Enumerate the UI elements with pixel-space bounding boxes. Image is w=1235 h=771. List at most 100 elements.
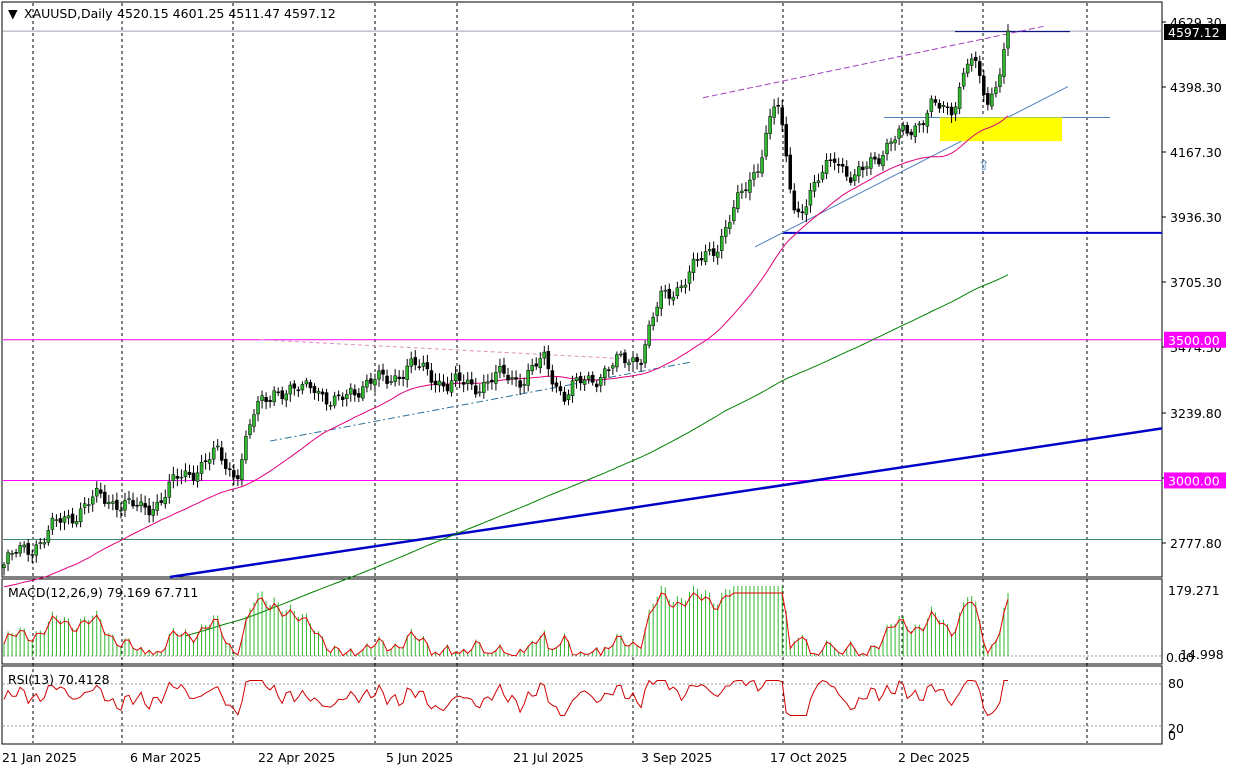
up-arrow-icon: ⇧ [978,158,990,174]
candle-body-190 [768,116,772,134]
candle-body-184 [744,189,748,192]
candle-body-195 [788,154,793,190]
candle-body-62 [252,414,256,427]
candle-body-206 [832,158,837,163]
candle-body-162 [655,306,659,316]
candle-body-125 [506,374,510,381]
rsi-tick-0: 0 [1168,728,1176,743]
candle-body-104 [421,362,426,367]
candle-body-151 [611,365,615,369]
candle-body-84 [340,396,345,401]
candle-body-41 [167,481,172,498]
candle-body-96 [389,381,393,383]
candle-body-185 [748,179,752,193]
candle-body-240 [969,58,974,66]
candle-body-36 [147,505,151,516]
candle-body-97 [393,375,397,382]
candle-body-21 [86,504,91,506]
moving-averages [3,115,1009,637]
header-triangle-icon[interactable]: ▼ [8,6,18,21]
candle-body-99 [401,376,405,379]
level-label-bg-1 [1164,472,1226,489]
candle-body-224 [905,124,909,134]
candle-body-123 [498,365,502,373]
candle-body-216 [873,156,877,160]
candle-body-80 [324,392,329,405]
candle-body-222 [897,128,901,139]
x-tick-label-2: 22 Apr 2025 [258,750,335,765]
candle-body-40 [163,497,168,505]
ohlc-label: 4520.15 4601.25 4511.47 4597.12 [117,6,336,21]
candle-body-86 [349,387,353,395]
candle-body-215 [869,157,873,169]
candle-body-117 [474,385,478,395]
candle-body-126 [510,377,514,380]
candle-body-188 [760,157,764,174]
candle-body-143 [578,376,583,384]
candle-body-42 [171,474,176,482]
candle-body-64 [260,395,264,401]
candle-body-102 [413,357,418,366]
highlight-zone [940,117,1062,142]
candle-body-132 [534,363,538,367]
candle-body-94 [381,369,385,375]
candle-body-179 [724,227,728,237]
candle-body-120 [486,381,490,384]
candle-body-3 [14,552,18,554]
x-tick-label-0: 21 Jan 2025 [2,750,77,765]
x-tick-label-7: 2 Dec 2025 [898,750,970,765]
candle-body-164 [663,289,668,292]
candle-body-6 [26,543,30,555]
candle-body-63 [256,401,260,415]
candle-body-213 [861,166,865,171]
candle-body-4 [18,545,22,554]
candle-body-219 [885,142,889,155]
candle-body-73 [296,389,301,392]
candle-body-71 [288,384,293,395]
candle-body-146 [590,374,595,383]
candle-body-101 [409,358,413,367]
candle-body-249 [1006,30,1010,49]
candle-body-230 [929,98,934,112]
candle-body-157 [635,357,639,362]
candle-body-133 [538,358,543,369]
candle-body-82 [332,395,337,406]
y-tick-label-6: 3239.80 [1170,406,1222,421]
candle-body-218 [881,155,885,166]
candle-body-229 [925,112,930,127]
candle-body-95 [385,375,389,384]
candle-body-194 [784,124,788,157]
macd-tick-zero: 0.00 [1166,650,1194,665]
candle-body-78 [316,390,321,394]
candle-body-171 [691,258,696,274]
candle-body-124 [502,364,506,374]
candle-body-16 [66,515,71,519]
candle-body-89 [361,386,365,399]
candle-body-214 [865,166,869,169]
candle-body-169 [683,284,688,288]
candle-body-159 [643,344,647,364]
candle-body-88 [357,393,361,398]
rsi-label: RSI(13) 70.4128 [8,672,110,687]
candle-body-112 [453,373,458,381]
candle-body-67 [272,390,276,403]
candle-body-241 [973,56,978,61]
candle-body-186 [752,172,756,180]
candle-body-158 [639,362,643,365]
candle-body-168 [679,285,684,288]
candle-body-37 [151,509,155,516]
candle-body-203 [820,171,825,180]
candle-body-248 [1002,49,1006,77]
candle-body-173 [699,258,704,261]
candle-body-170 [687,271,692,284]
candle-body-145 [586,375,591,380]
candle-body-154 [623,352,627,364]
time-axis: 21 Jan 2025 6 Mar 2025 22 Apr 2025 5 Jun 20… [2,750,970,765]
candle-body-227 [917,123,922,126]
candle-body-20 [82,503,87,508]
candle-body-163 [659,290,663,309]
candle-body-180 [728,222,732,229]
candle-body-22 [90,496,95,505]
candle-body-220 [889,141,893,144]
